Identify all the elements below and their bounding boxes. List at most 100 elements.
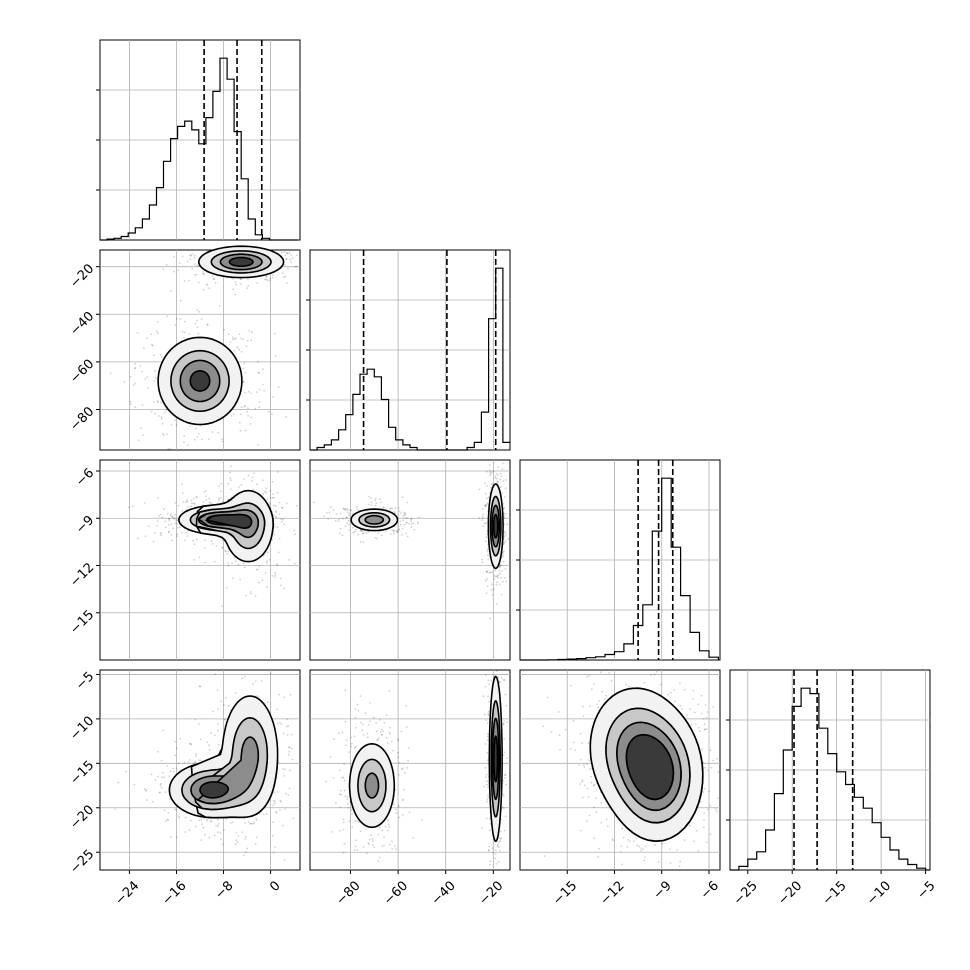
sample-point [217, 743, 220, 746]
sample-point [176, 535, 178, 538]
sample-point [240, 283, 243, 285]
sample-point [491, 571, 493, 574]
sample-point [193, 503, 196, 505]
sample-point [202, 273, 205, 276]
sample-point [129, 400, 132, 403]
sample-point [229, 471, 231, 474]
sample-point [285, 258, 287, 260]
density-contour [189, 369, 211, 392]
sample-point [398, 528, 400, 530]
sample-point [170, 523, 173, 526]
sample-point [342, 828, 345, 831]
sample-point [272, 493, 274, 495]
sample-point [189, 759, 191, 761]
sample-point [203, 491, 206, 493]
sample-point [385, 508, 388, 511]
sample-point [153, 379, 156, 382]
sample-point [643, 681, 646, 684]
sample-point [224, 697, 227, 699]
sample-point [490, 589, 493, 591]
sample-point [502, 794, 505, 797]
sample-point [703, 723, 706, 726]
sample-point [157, 497, 159, 499]
sample-point [709, 833, 712, 835]
sample-point [221, 501, 224, 503]
x-axis-col-2: −80 −60 −40 −20 [334, 870, 506, 908]
sample-point [186, 499, 188, 501]
y-tick-label: −9 [73, 513, 97, 537]
sample-point [183, 280, 186, 283]
sample-point [286, 502, 288, 505]
sample-point [601, 690, 604, 693]
sample-point [400, 512, 402, 515]
sample-point [171, 516, 174, 518]
sample-point [377, 532, 380, 535]
sample-point [236, 346, 239, 349]
sample-point [251, 479, 253, 482]
sample-point [175, 809, 178, 811]
sample-point [205, 490, 208, 492]
sample-point [283, 696, 286, 698]
sample-point [193, 263, 196, 266]
sample-point [497, 573, 500, 576]
sample-point [712, 759, 714, 762]
sample-point [344, 689, 347, 692]
sample-point [503, 517, 506, 519]
sample-point [681, 708, 683, 710]
sample-point [177, 762, 180, 765]
sample-point [288, 746, 291, 749]
sample-point [491, 847, 494, 850]
sample-point [133, 367, 136, 370]
sample-point [489, 817, 491, 820]
sample-point [488, 845, 491, 848]
sample-point [257, 371, 260, 374]
sample-point [267, 410, 270, 413]
sample-point [230, 465, 232, 467]
sample-point [200, 839, 203, 841]
sample-point [593, 806, 595, 808]
sample-point [558, 711, 560, 713]
sample-point [716, 810, 718, 813]
sample-point [227, 333, 230, 336]
sample-point [661, 842, 664, 845]
sample-point [192, 762, 195, 765]
sample-point [484, 492, 487, 495]
sample-point [198, 310, 201, 313]
sample-point [489, 474, 491, 476]
sample-point [391, 507, 394, 510]
sample-point [500, 593, 503, 596]
sample-point [156, 750, 159, 753]
sample-point [212, 710, 215, 713]
sample-point [408, 523, 411, 525]
sample-point [186, 260, 189, 263]
sample-point [188, 279, 190, 282]
sample-point [488, 571, 491, 574]
sample-point [379, 731, 382, 733]
sample-point [294, 265, 296, 268]
sample-point [189, 254, 192, 257]
x-tick-label: −20 [775, 878, 805, 908]
sample-point [327, 518, 330, 520]
sample-point [206, 820, 209, 822]
sample-point [280, 800, 282, 803]
sample-point [255, 819, 258, 822]
sample-point [246, 847, 249, 850]
sample-point [208, 438, 210, 441]
histogram-panel-1 [96, 39, 301, 241]
sample-point [194, 825, 197, 828]
sample-point [382, 730, 385, 733]
sample-point [505, 783, 507, 786]
sample-point [339, 793, 341, 796]
sample-point [704, 766, 706, 769]
sample-point [490, 472, 492, 475]
sample-point [499, 478, 502, 481]
grid-lines [310, 250, 510, 450]
sample-point [155, 377, 157, 380]
sample-point [350, 742, 353, 745]
sample-point [256, 695, 259, 698]
sample-point [486, 800, 489, 803]
sample-point [161, 516, 164, 519]
sample-point [151, 800, 154, 803]
sample-point [693, 840, 696, 843]
sample-point [669, 691, 672, 694]
